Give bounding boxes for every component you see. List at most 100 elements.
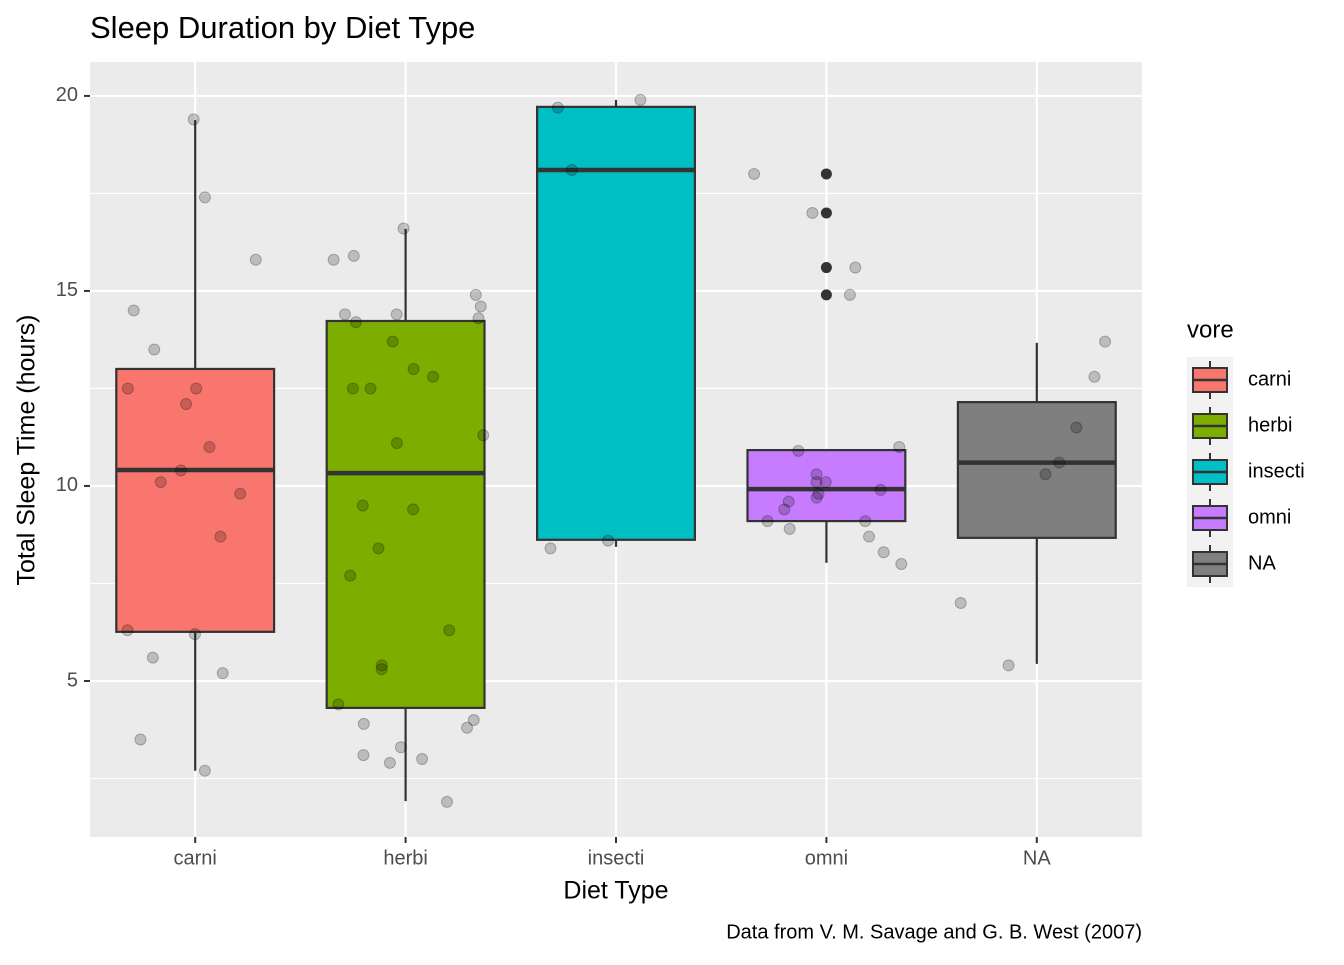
box <box>115 367 276 633</box>
jitter-point <box>819 476 832 489</box>
jitter-point <box>148 343 161 356</box>
x-tick-label: herbi <box>383 847 427 869</box>
jitter-point <box>748 167 761 180</box>
jitter-point <box>954 596 967 609</box>
jitter-point <box>810 491 823 504</box>
jitter-point <box>565 164 578 177</box>
jitter-point <box>386 335 399 348</box>
jitter-point <box>849 261 862 274</box>
jitter-point <box>874 483 887 496</box>
jitter-point <box>349 316 362 329</box>
box <box>746 448 907 523</box>
y-axis-label: Total Sleep Time (hours) <box>13 315 41 586</box>
jitter-point <box>427 370 440 383</box>
jitter-point <box>394 741 407 754</box>
jitter-point <box>154 476 167 489</box>
y-tick-label: 10 <box>56 474 78 496</box>
y-tick-label: 15 <box>56 279 78 301</box>
jitter-point <box>347 249 360 262</box>
y-tick-label: 20 <box>56 84 78 106</box>
outlier <box>820 207 832 219</box>
chart-title: Sleep Duration by Diet Type <box>90 10 475 45</box>
jitter-point <box>375 663 388 676</box>
jitter-point <box>893 440 906 453</box>
jitter-point <box>203 440 216 453</box>
box <box>535 105 696 541</box>
legend-label: carni <box>1248 368 1291 390</box>
jitter-point <box>810 476 823 489</box>
jitter-point <box>812 487 825 500</box>
legend: carni herbi insecti omni NA <box>1187 357 1305 587</box>
jitter-point <box>1070 421 1083 434</box>
jitter-point <box>121 382 134 395</box>
x-tick-label: omni <box>805 847 848 869</box>
legend-label: insecti <box>1248 460 1305 482</box>
jitter-point <box>346 382 359 395</box>
jitter-point <box>127 304 140 317</box>
jitter-point <box>407 503 420 516</box>
jitter-point <box>188 628 201 641</box>
y-tick-label: 5 <box>67 669 78 691</box>
box <box>325 319 486 709</box>
outlier <box>820 262 832 274</box>
jitter-point <box>440 795 453 808</box>
jitter-point <box>443 624 456 637</box>
legend-title: vore <box>1187 316 1234 343</box>
jitter-point <box>357 717 370 730</box>
caption: Data from V. M. Savage and G. B. West (2… <box>726 921 1142 943</box>
jitter-point <box>187 113 200 126</box>
jitter-point <box>364 382 377 395</box>
jitter-point <box>397 222 410 235</box>
jitter-point <box>806 206 819 219</box>
jitter-point <box>783 522 796 535</box>
jitter-point <box>1002 659 1015 672</box>
marks <box>115 93 1117 808</box>
jitter-point <box>602 534 615 547</box>
x-axis-label: Diet Type <box>563 877 668 905</box>
jitter-point <box>407 362 420 375</box>
jitter-point <box>1099 335 1112 348</box>
jitter-point <box>843 288 856 301</box>
jitter-point <box>461 721 474 734</box>
jitter-point <box>249 253 262 266</box>
jitter-point <box>327 253 340 266</box>
x-tick-label: NA <box>1023 847 1051 869</box>
jitter-point <box>146 651 159 664</box>
x-tick-label: carni <box>174 847 217 869</box>
outlier <box>820 168 832 180</box>
jitter-point <box>390 308 403 321</box>
jitter-point <box>338 308 351 321</box>
jitter-point <box>1088 370 1101 383</box>
jitter-point <box>356 499 369 512</box>
jitter-point <box>416 752 429 765</box>
jitter-point <box>634 93 647 106</box>
jitter-point <box>214 530 227 543</box>
jitter-point <box>472 312 485 325</box>
jitter-point <box>121 624 134 637</box>
jitter-point <box>551 101 564 114</box>
jitter-point <box>863 530 876 543</box>
jitter-point <box>859 515 872 528</box>
jitter-point <box>372 542 385 555</box>
jitter-point <box>792 444 805 457</box>
jitter-point <box>810 468 823 481</box>
jitter-point <box>544 542 557 555</box>
jitter-point <box>198 191 211 204</box>
jitter-point <box>877 546 890 559</box>
jitter-point <box>198 764 211 777</box>
jitter-point <box>375 659 388 672</box>
jitter-point <box>895 557 908 570</box>
jitter-point <box>474 300 487 313</box>
jitter-point <box>761 515 774 528</box>
jitter-point <box>234 487 247 500</box>
jitter-point <box>383 756 396 769</box>
x-tick-label: insecti <box>588 847 645 869</box>
box <box>956 401 1117 539</box>
jitter-point <box>467 713 480 726</box>
jitter-point <box>778 503 791 516</box>
jitter-point <box>190 382 203 395</box>
jitter-point <box>1039 468 1052 481</box>
jitter-point <box>180 398 193 411</box>
jitter-point <box>344 569 357 582</box>
jitter-point <box>390 437 403 450</box>
